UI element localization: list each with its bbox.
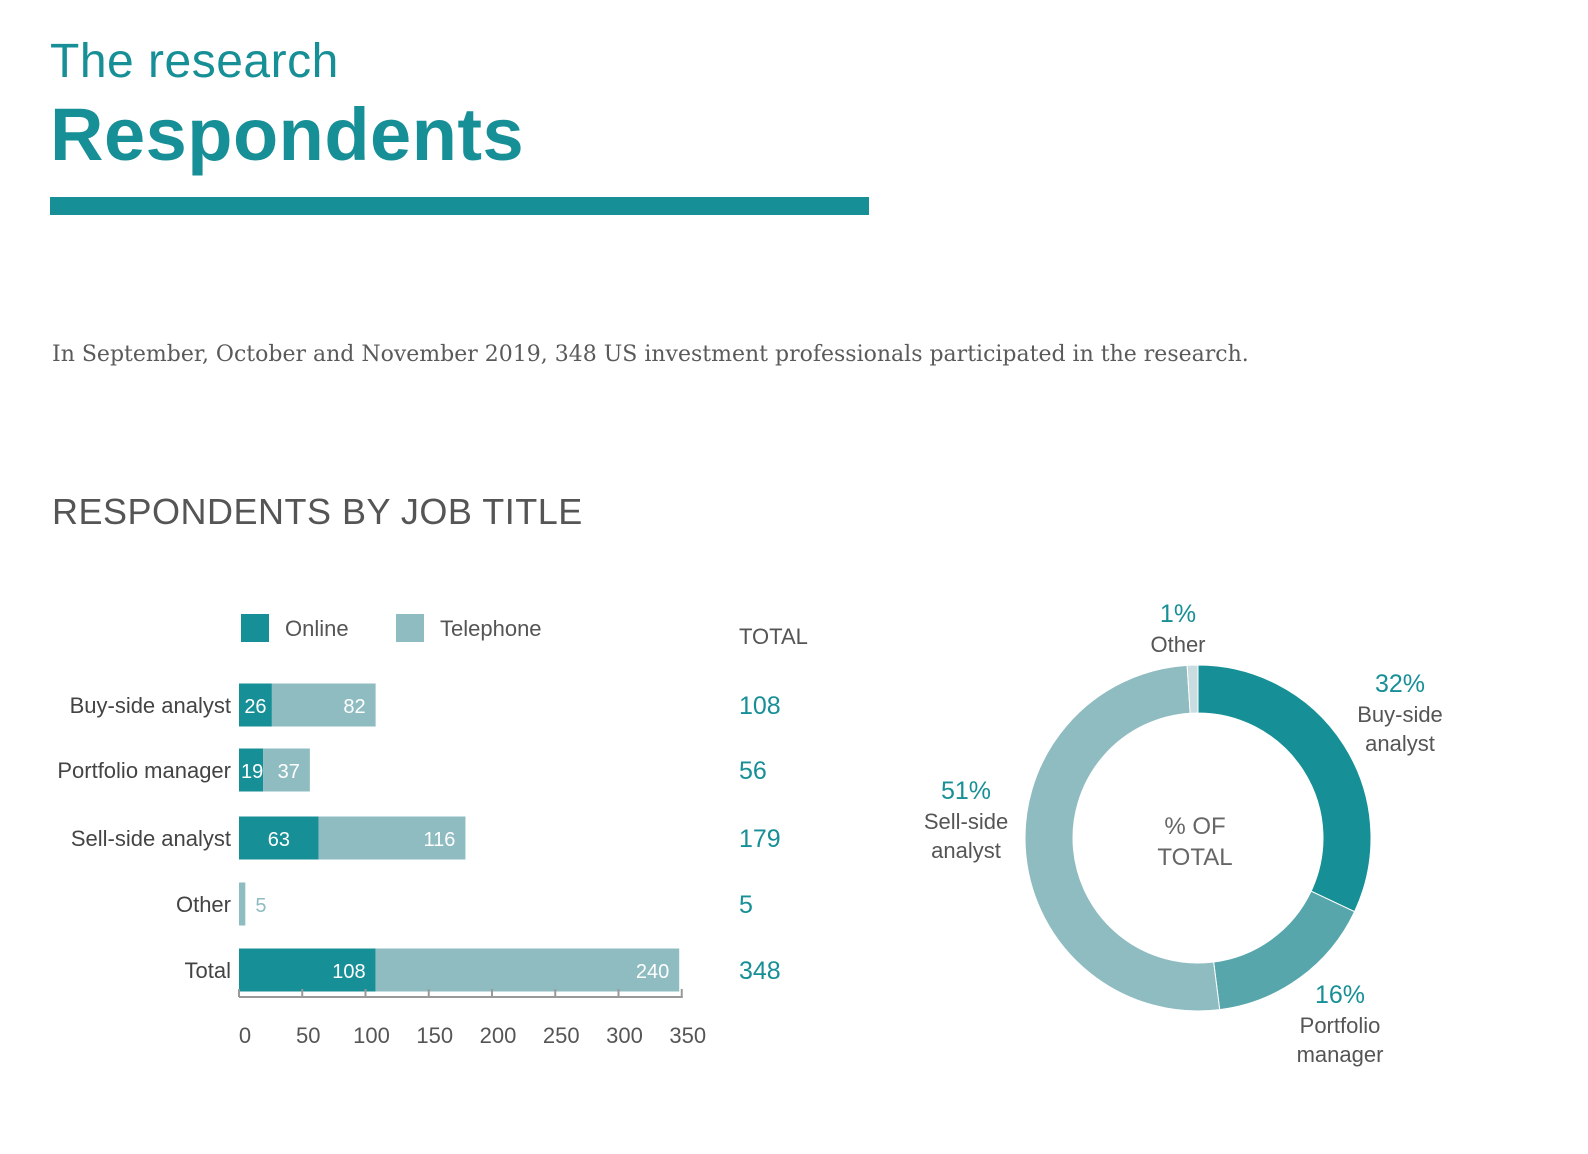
- legend-swatch-online: [241, 614, 269, 642]
- bar-online: [239, 948, 376, 992]
- slice-percent-label: 16%: [1315, 981, 1365, 1009]
- legend-label-telephone: Telephone: [440, 616, 542, 641]
- bar-value-label: 240: [636, 961, 669, 983]
- category-label: Sell-side analyst: [71, 826, 231, 851]
- slice-percent-label: 32%: [1375, 670, 1425, 698]
- row-total: 5: [739, 891, 753, 919]
- legend-label-online: Online: [285, 616, 349, 641]
- slice-name-label: Sell-side: [924, 809, 1008, 834]
- totals-header: TOTAL: [739, 624, 808, 649]
- slice-name-label: analyst: [1365, 731, 1435, 756]
- slice-name-label: Portfolio: [1300, 1013, 1381, 1038]
- x-tick-label: 0: [239, 1023, 251, 1048]
- category-label: Portfolio manager: [57, 758, 231, 783]
- x-tick-label: 50: [296, 1023, 320, 1048]
- section-title: RESPONDENTS BY JOB TITLE: [52, 491, 583, 532]
- slice-name-label: manager: [1297, 1042, 1384, 1067]
- page-kicker: The research: [50, 35, 339, 88]
- legend-swatch-telephone: [396, 614, 424, 642]
- x-tick-label: 100: [353, 1023, 390, 1048]
- slice-other: [1186, 664, 1199, 714]
- slice-percent-label: 51%: [941, 777, 991, 805]
- bar-value-label: 63: [268, 829, 290, 851]
- bar-telephone: [375, 948, 680, 992]
- bar-telephone: [263, 748, 310, 792]
- slice-name-label: analyst: [931, 838, 1001, 863]
- donut-center-label-1: % OF: [1164, 813, 1225, 840]
- x-tick-label: 150: [416, 1023, 453, 1048]
- bar-telephone: [271, 683, 376, 727]
- row-total: 56: [739, 757, 767, 785]
- bar-chart: Online Telephone TOTAL Buy-side analyst 26 82…: [57, 614, 808, 1048]
- x-tick-label: 300: [606, 1023, 643, 1048]
- category-label: Total: [185, 958, 231, 983]
- row-total: 348: [739, 957, 781, 985]
- slice-name-label: Buy-side: [1357, 702, 1443, 727]
- bar-online: [239, 683, 272, 727]
- bar-value-label: 108: [332, 961, 365, 983]
- donut-center-label-2: TOTAL: [1157, 844, 1232, 871]
- category-label: Other: [176, 892, 231, 917]
- bar-value-label: 116: [424, 829, 456, 851]
- slice-buy-side: [1197, 664, 1372, 913]
- page-title: Respondents: [50, 93, 525, 176]
- category-label: Buy-side analyst: [70, 693, 231, 718]
- row-total: 108: [739, 692, 781, 720]
- x-tick-label: 200: [480, 1023, 517, 1048]
- x-tick-label: 250: [543, 1023, 580, 1048]
- bar-value-label: 5: [255, 895, 266, 917]
- bar-value-label: 82: [343, 696, 365, 718]
- title-underline: [50, 197, 869, 215]
- slice-sell-side: [1024, 664, 1221, 1012]
- slice-name-label: Other: [1150, 632, 1205, 657]
- bar-telephone: [239, 882, 246, 926]
- donut-chart: % OF TOTAL 32% Buy-side analyst 16% Portfolio m…: [924, 600, 1443, 1067]
- bar-value-label: 26: [244, 696, 266, 718]
- intro-paragraph: In September, October and November 2019,…: [52, 342, 1249, 367]
- x-tick-label: 350: [669, 1023, 706, 1048]
- bar-value-label: 19: [241, 761, 263, 783]
- bar-value-label: 37: [278, 761, 300, 783]
- bar-telephone: [318, 816, 466, 860]
- bar-online: [239, 816, 319, 860]
- bar-online: [239, 748, 264, 792]
- row-total: 179: [739, 825, 781, 853]
- slice-percent-label: 1%: [1160, 600, 1196, 628]
